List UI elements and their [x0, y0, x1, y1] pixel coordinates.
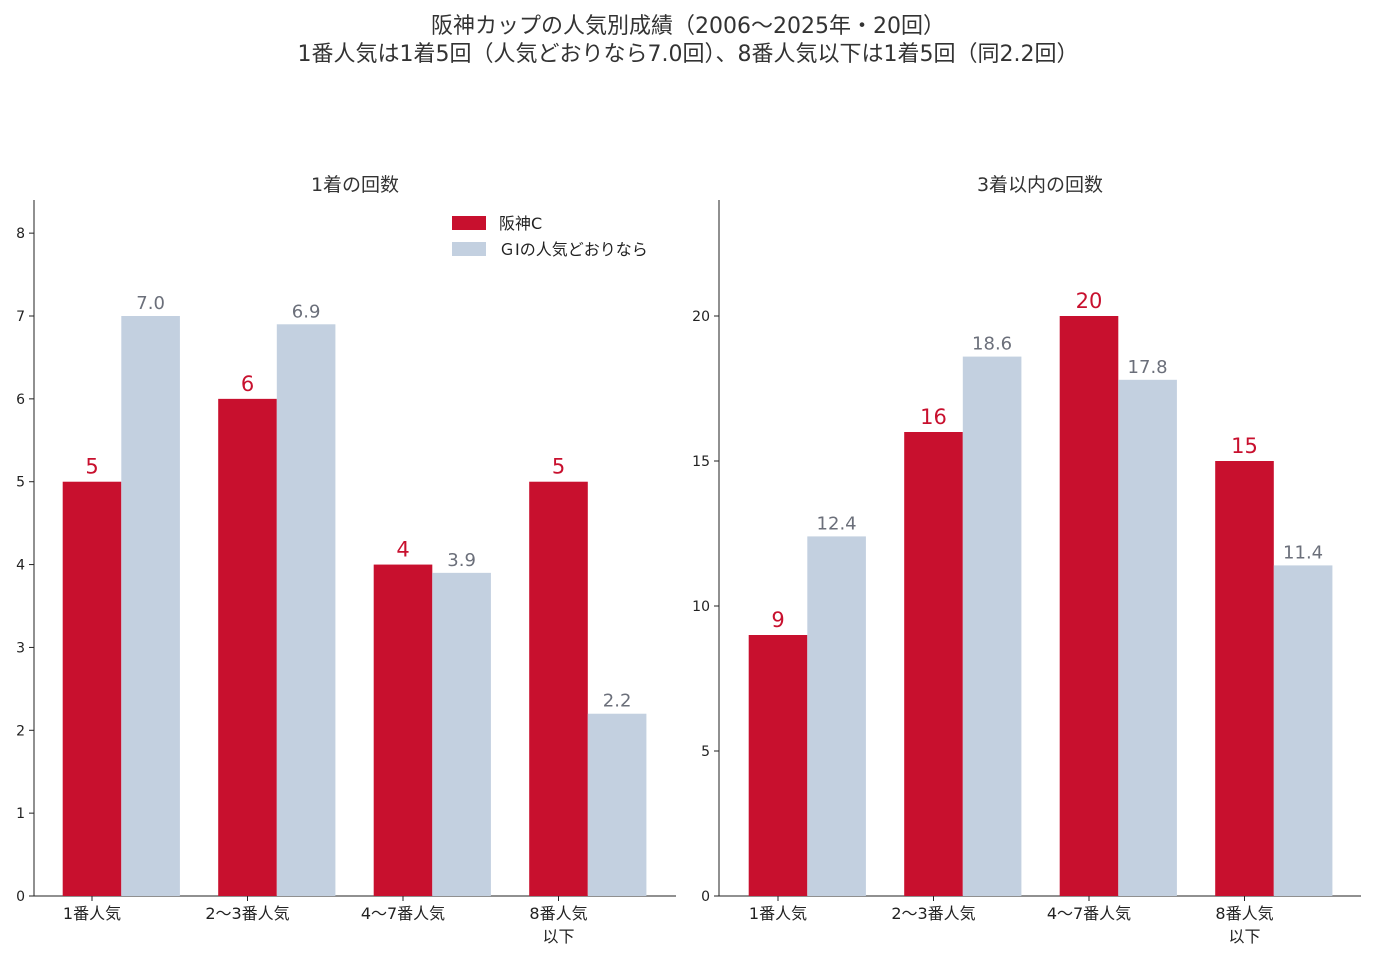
y-tick-label: 1: [16, 806, 25, 822]
bar-value-label-expected: 11.4: [1283, 542, 1323, 563]
y-tick-label: 7: [16, 309, 25, 325]
bar-value-label-hanshin: 16: [920, 405, 947, 429]
x-tick-label: 8番人気: [529, 904, 587, 923]
x-tick-label: 以下: [1228, 927, 1260, 946]
bar-hanshin: [373, 564, 433, 896]
x-tick-label: 1番人気: [749, 904, 807, 923]
bar-value-label-hanshin: 5: [85, 455, 98, 479]
y-tick-label: 0: [16, 889, 25, 905]
x-tick-label: 1番人気: [63, 904, 121, 923]
bar-expected: [432, 572, 491, 896]
bar-value-label-expected: 2.2: [603, 691, 632, 712]
bar-expected: [276, 324, 336, 896]
bar-expected: [587, 713, 647, 896]
bar-expected: [962, 356, 1022, 897]
bar-value-label-expected: 17.8: [1128, 357, 1168, 378]
bar-value-label-expected: 18.6: [972, 334, 1012, 355]
bar-value-label-hanshin: 9: [771, 608, 784, 632]
bar-hanshin: [62, 481, 122, 896]
bar-expected: [1273, 565, 1333, 896]
bar-value-label-expected: 3.9: [447, 550, 476, 571]
panel-2-title: 3着以内の回数: [977, 174, 1103, 196]
bar-value-label-expected: 6.9: [292, 301, 321, 322]
bar-value-label-hanshin: 5: [552, 455, 565, 479]
figure-title-line-1: 阪神カップの人気別成績（2006〜2025年・20回）: [431, 14, 945, 39]
legend-label-hanshin: 阪神C: [499, 214, 542, 233]
y-tick-label: 8: [16, 226, 25, 242]
y-tick-label: 10: [692, 599, 710, 615]
x-tick-label: 2〜3番人気: [205, 904, 289, 923]
bar-hanshin: [748, 635, 808, 896]
y-tick-label: 5: [701, 744, 710, 760]
bar-hanshin: [218, 398, 277, 896]
bar-expected: [807, 536, 866, 896]
bar-hanshin: [904, 432, 963, 896]
figure-title-line-2: 1番人気は1着5回（人気どおりなら7.0回）、8番人気以下は1着5回（同2.2回…: [297, 42, 1079, 67]
x-tick-label: 以下: [542, 927, 574, 946]
x-tick-label: 4〜7番人気: [361, 904, 445, 923]
bar-hanshin: [1059, 316, 1119, 896]
y-tick-label: 20: [692, 309, 710, 325]
legend-swatch-hanshin: [452, 216, 486, 230]
legend-label-expected: ＧⅠの人気どおりなら: [499, 240, 648, 259]
bar-expected: [1118, 379, 1177, 896]
bar-hanshin: [1215, 461, 1274, 896]
y-tick-label: 2: [16, 723, 25, 739]
bar-value-label-hanshin: 4: [396, 538, 409, 562]
y-tick-label: 4: [16, 558, 25, 574]
bar-expected: [121, 316, 180, 896]
bar-value-label-hanshin: 20: [1076, 289, 1103, 313]
bar-value-label-expected: 7.0: [136, 293, 165, 314]
x-tick-label: 8番人気: [1215, 904, 1273, 923]
legend-swatch-expected: [452, 242, 486, 256]
x-tick-label: 4〜7番人気: [1047, 904, 1131, 923]
y-tick-label: 3: [16, 640, 25, 656]
y-tick-label: 5: [16, 475, 25, 491]
x-tick-label: 2〜3番人気: [891, 904, 975, 923]
bar-value-label-hanshin: 6: [241, 372, 254, 396]
y-tick-label: 0: [701, 889, 710, 905]
bar-value-label-hanshin: 15: [1231, 434, 1258, 458]
bar-hanshin: [529, 481, 588, 896]
y-tick-label: 6: [16, 392, 25, 408]
y-tick-label: 15: [692, 454, 710, 470]
bar-value-label-expected: 12.4: [817, 513, 857, 534]
panel-1-title: 1着の回数: [311, 174, 399, 196]
